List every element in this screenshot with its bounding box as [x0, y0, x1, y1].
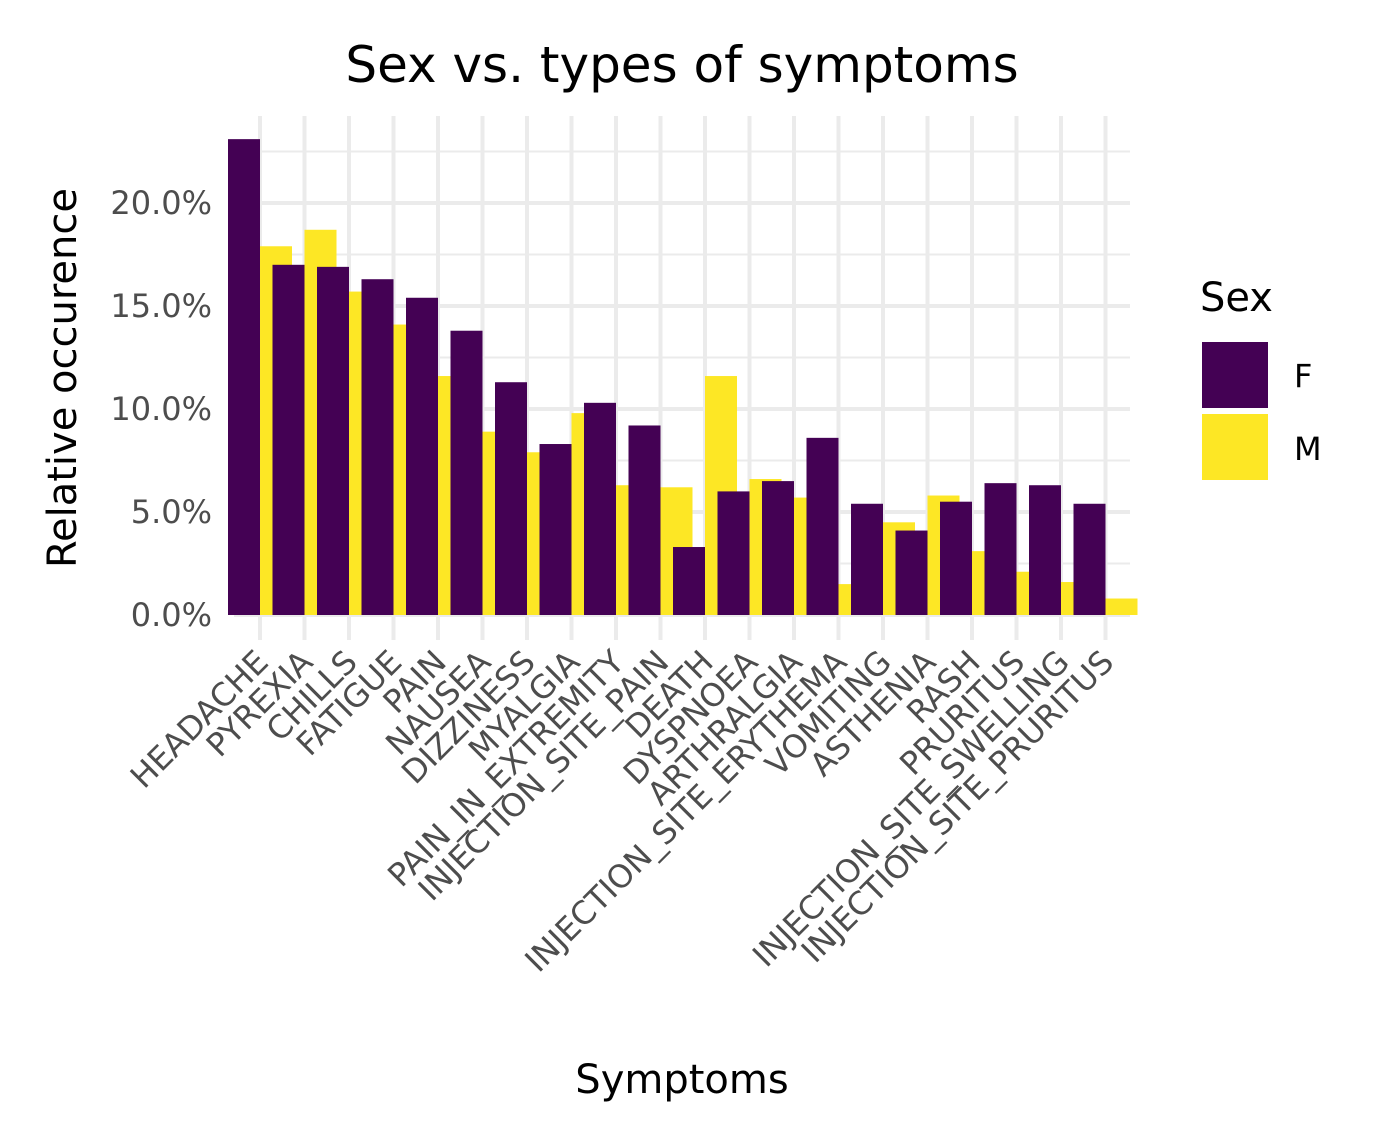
bar-f	[762, 481, 794, 615]
x-tick-labels: HEADACHEPYREXIACHILLSFATIGUEPAINNAUSEADI…	[123, 642, 1121, 979]
y-tick-label: 15.0%	[110, 287, 212, 325]
bar-f	[450, 330, 483, 615]
legend: Sex F M	[1200, 275, 1322, 480]
bar-f	[584, 402, 616, 615]
bar-f	[895, 530, 928, 615]
bar-f	[984, 483, 1017, 615]
legend-swatch-m	[1202, 414, 1268, 480]
y-tick-label: 0.0%	[131, 596, 212, 634]
bar-f	[851, 503, 883, 615]
bar-f	[539, 444, 572, 615]
bar-f	[406, 297, 438, 615]
legend-label-m: M	[1294, 430, 1322, 468]
legend-label-f: F	[1294, 357, 1312, 395]
y-tick-label: 10.0%	[110, 390, 212, 428]
bar-f	[361, 279, 394, 615]
chart-title: Sex vs. types of symptoms	[345, 36, 1018, 94]
y-tick-label: 20.0%	[110, 184, 212, 222]
bars	[228, 139, 1138, 615]
legend-title: Sex	[1200, 275, 1273, 321]
bar-f	[228, 139, 260, 615]
bar-f	[806, 437, 839, 615]
bar-f	[1073, 503, 1106, 615]
bar-f	[717, 491, 750, 615]
y-axis-title: Relative occurence	[40, 188, 86, 568]
bar-f	[495, 382, 527, 615]
bar-f	[940, 501, 972, 615]
bar-f	[317, 266, 349, 615]
x-axis-title: Symptoms	[575, 1057, 788, 1103]
y-tick-label: 5.0%	[131, 493, 212, 531]
bar-f	[673, 547, 705, 615]
y-tick-labels: 0.0% 5.0% 10.0% 15.0% 20.0%	[110, 184, 212, 634]
bar-m	[1105, 598, 1138, 615]
bar-f	[1029, 485, 1061, 615]
legend-swatch-f	[1202, 342, 1268, 408]
bar-f	[628, 425, 661, 615]
bar-f	[272, 264, 305, 615]
